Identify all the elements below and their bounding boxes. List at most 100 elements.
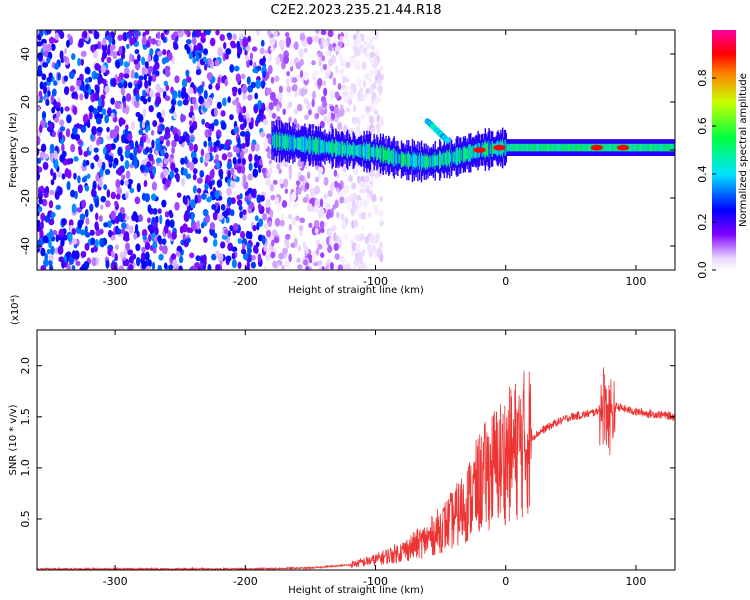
noise-mark [85, 159, 90, 166]
noise-mark [323, 193, 328, 200]
noise-mark [88, 144, 93, 152]
noise-mark [226, 187, 232, 196]
noise-mark [233, 127, 239, 134]
noise-mark [77, 219, 83, 230]
noise-mark [370, 202, 375, 210]
noise-mark [333, 37, 337, 44]
colorbar-tick-label: 0.4 [696, 165, 709, 183]
noise-mark [359, 188, 365, 194]
signal-band-core [283, 135, 285, 148]
noise-mark [97, 158, 103, 168]
signal-band-core [285, 133, 287, 151]
signal-band-core [340, 141, 343, 157]
noise-mark [73, 250, 80, 260]
signal-band-core [339, 143, 342, 155]
noise-mark [182, 233, 186, 241]
signal-band-core [634, 143, 636, 152]
signal-band-core [515, 143, 518, 152]
noise-mark [92, 180, 97, 190]
signal-band-core [643, 143, 645, 152]
noise-mark [323, 87, 328, 97]
noise-mark [150, 38, 157, 45]
noise-mark [241, 157, 246, 166]
noise-mark [231, 252, 236, 260]
spectrogram-y-ticks: -40 -20 0 20 40 [19, 47, 675, 255]
signal-band-core [417, 152, 419, 171]
noise-mark [93, 155, 100, 161]
noise-mark [66, 263, 71, 270]
signal-band-core [322, 139, 324, 154]
signal-band-core [544, 143, 547, 152]
signal-band-core [299, 137, 302, 151]
noise-mark [239, 33, 244, 40]
noise-mark [193, 44, 197, 52]
noise-mark [344, 93, 348, 103]
noise-mark [164, 95, 171, 102]
noise-mark [352, 192, 358, 201]
noise-mark [98, 215, 103, 222]
signal-band-core [361, 146, 363, 156]
signal-band-core [491, 140, 493, 157]
spectrogram-marks [37, 30, 675, 270]
signal-band-core [551, 143, 553, 152]
noise-mark [93, 147, 99, 153]
noise-mark [236, 165, 243, 174]
noise-mark [377, 248, 382, 258]
signal-band-core [514, 143, 517, 152]
signal-band-core [363, 142, 365, 161]
noise-mark [339, 35, 344, 43]
signal-band-core [668, 143, 671, 152]
noise-mark [110, 210, 116, 221]
signal-band-core [615, 143, 618, 152]
signal-band-core [331, 138, 333, 158]
noise-mark [141, 228, 148, 238]
signal-band-core [633, 143, 635, 152]
noise-mark [147, 259, 152, 268]
noise-mark [227, 96, 231, 103]
signal-band-core [487, 141, 489, 158]
signal-band-core [586, 143, 589, 152]
noise-mark [164, 30, 168, 34]
noise-mark [355, 30, 360, 34]
noise-mark [213, 144, 217, 153]
noise-mark [39, 229, 44, 239]
noise-mark [91, 257, 97, 267]
noise-mark [229, 114, 234, 121]
noise-mark [38, 198, 44, 205]
signal-band-core [437, 154, 439, 167]
signal-band-core [389, 151, 392, 162]
noise-mark [199, 263, 204, 270]
noise-mark [80, 229, 86, 236]
signal-band-core [368, 142, 371, 162]
signal-band-core [652, 143, 654, 152]
signal-band-core [638, 143, 641, 152]
signal-band-core [552, 143, 554, 152]
noise-mark [353, 169, 359, 175]
noise-mark [44, 215, 51, 223]
noise-mark [338, 239, 342, 249]
noise-mark [106, 47, 111, 56]
signal-band-core [535, 143, 538, 152]
signal-band-core [384, 149, 386, 160]
noise-mark [55, 204, 62, 210]
signal-band-core [306, 138, 308, 152]
signal-band-core [570, 143, 572, 152]
signal-band-core [397, 150, 399, 167]
noise-mark [97, 77, 102, 85]
noise-mark [235, 73, 241, 83]
noise-mark [44, 153, 49, 160]
noise-mark [341, 257, 347, 267]
noise-mark [192, 173, 197, 181]
noise-mark [46, 56, 51, 64]
noise-mark [217, 253, 224, 261]
noise-mark [125, 170, 131, 179]
noise-mark [225, 216, 230, 224]
signal-band-core [429, 155, 432, 168]
noise-mark [373, 109, 379, 116]
noise-mark [185, 76, 192, 83]
noise-mark [117, 166, 123, 176]
noise-mark [165, 139, 171, 147]
snr-y-label: SNR (10 * v/v) [8, 404, 19, 475]
noise-mark [186, 227, 191, 233]
